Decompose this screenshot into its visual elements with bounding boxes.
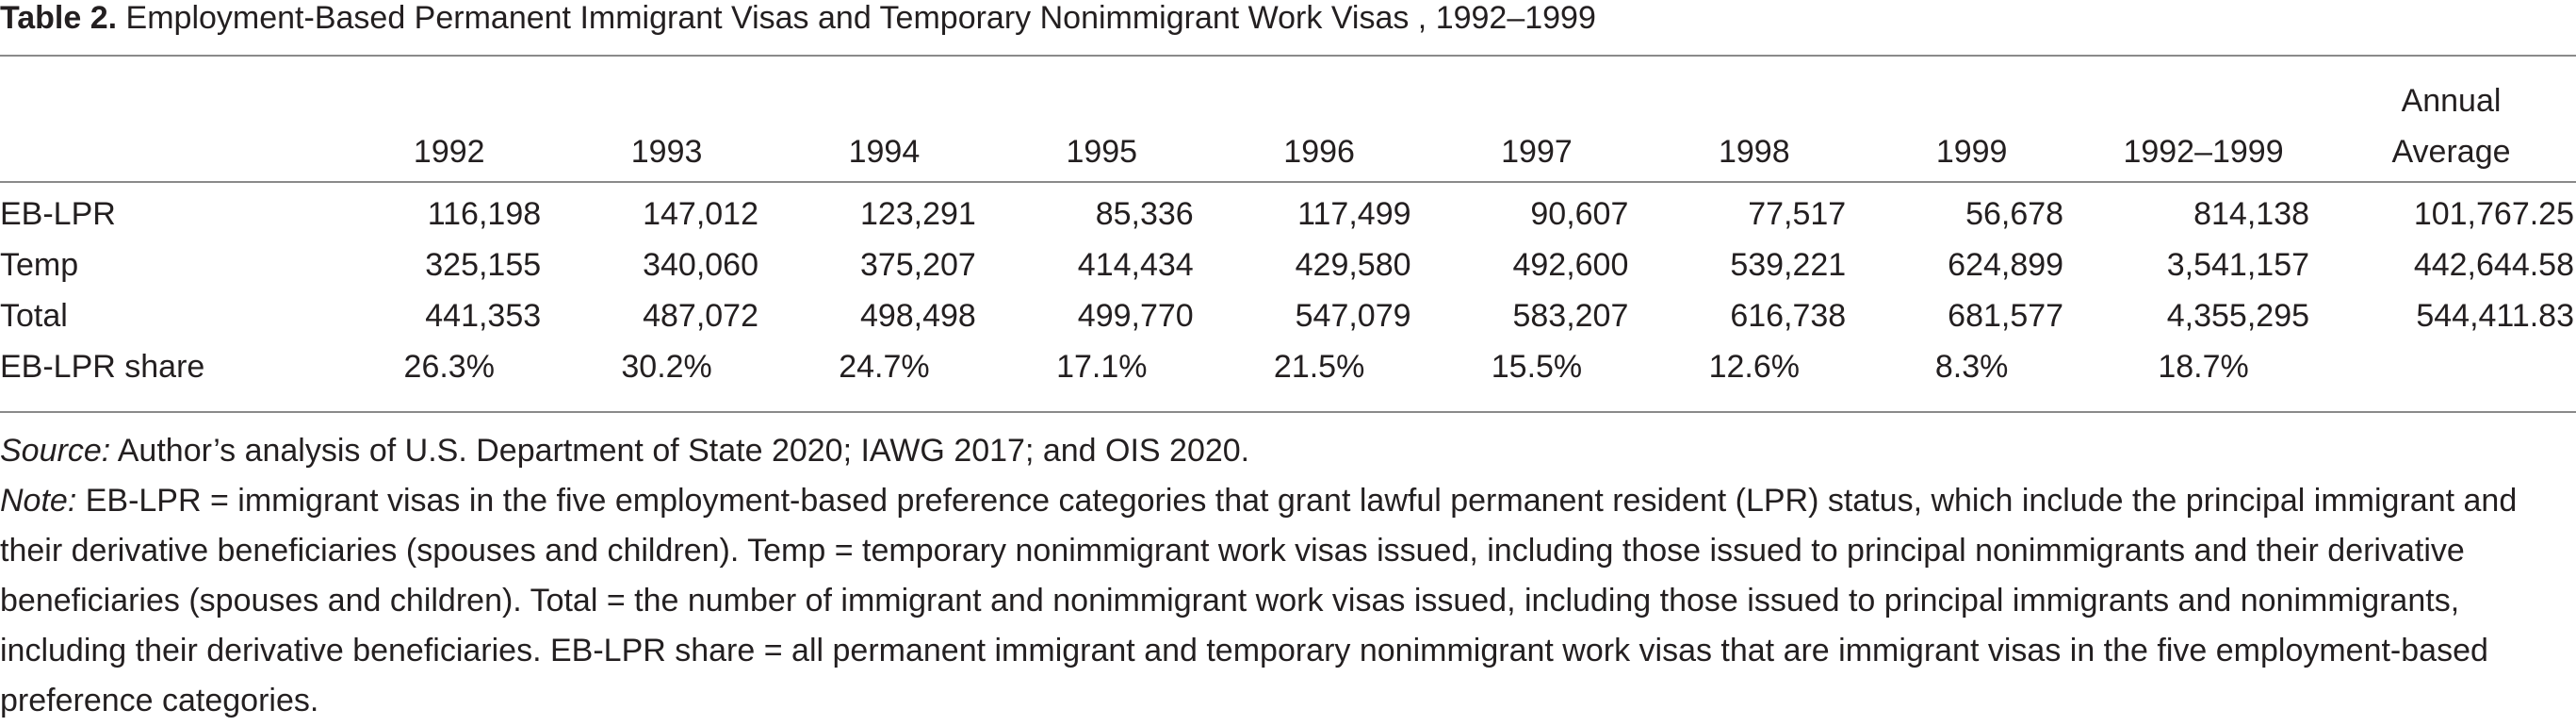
table-cell: 30.2% xyxy=(621,349,712,385)
table-cell: 681,577 xyxy=(1948,298,2064,334)
column-header-1993: 1993 xyxy=(630,134,703,170)
note-paragraph: Note: EB-LPR = immigrant visas in the fi… xyxy=(0,476,2576,726)
table-cell: 487,072 xyxy=(643,298,758,334)
table-cell: 544,411.83 xyxy=(2416,298,2574,334)
table-notes: Source: Author’s analysis of U.S. Depart… xyxy=(0,426,2576,726)
table-cell xyxy=(2326,341,2576,392)
note-text: EB-LPR = immigrant visas in the five emp… xyxy=(0,483,2518,718)
table-cell: 117,499 xyxy=(1297,196,1411,232)
table-number: Table 2. xyxy=(0,0,118,36)
table-row-temp: Temp 325,155 340,060 375,207 414,434 429… xyxy=(0,239,2576,290)
table-cell: 3,541,157 xyxy=(2166,247,2310,283)
header-rule xyxy=(0,181,2576,183)
column-header-1992: 1992 xyxy=(413,134,485,170)
table-cell: 116,198 xyxy=(427,196,542,232)
top-rule xyxy=(0,55,2576,57)
header-row: 1992 1993 1994 1995 1996 1997 1998 1999 … xyxy=(0,57,2576,181)
table-cell: 101,767.25 xyxy=(2413,196,2574,232)
table-cell: 8.3% xyxy=(1934,349,2009,385)
table-title: Table 2. Employment-Based Permanent Immi… xyxy=(0,0,1596,36)
spacer-row xyxy=(0,181,2576,189)
table-cell: 12.6% xyxy=(1708,349,1800,385)
table-row-eb-lpr: EB-LPR 116,198 147,012 123,291 85,336 11… xyxy=(0,189,2576,239)
table-cell: 17.1% xyxy=(1056,349,1148,385)
table-cell: 624,899 xyxy=(1948,247,2064,283)
table-cell: 18.7% xyxy=(2158,349,2249,385)
note-label: Note: xyxy=(0,483,77,519)
table-cell: 441,353 xyxy=(425,298,542,334)
table-cell: 325,155 xyxy=(425,247,542,283)
table-cell: 147,012 xyxy=(643,196,758,232)
table-cell: 583,207 xyxy=(1512,298,1629,334)
table-cell: 492,600 xyxy=(1512,247,1629,283)
table-cell: 90,607 xyxy=(1530,196,1629,232)
column-header-range: 1992–1999 xyxy=(2123,134,2284,170)
row-label: EB-LPR share xyxy=(0,349,205,385)
table-cell: 24.7% xyxy=(839,349,930,385)
table-cell: 77,517 xyxy=(1748,196,1847,232)
table-cell: 414,434 xyxy=(1077,247,1194,283)
bottom-rule xyxy=(0,411,2576,413)
column-header-label xyxy=(0,57,340,181)
source-line: Source: Author’s analysis of U.S. Depart… xyxy=(0,426,2576,476)
visa-table: 1992 1993 1994 1995 1996 1997 1998 1999 … xyxy=(0,57,2576,392)
column-header-annual-average: Annual Average xyxy=(2326,57,2576,181)
table-cell: 123,291 xyxy=(859,196,976,232)
table-cell: 814,138 xyxy=(2193,196,2310,232)
column-header-1999: 1999 xyxy=(1935,134,2008,170)
table-cell: 539,221 xyxy=(1730,247,1847,283)
table-cell: 375,207 xyxy=(859,247,976,283)
row-label: Total xyxy=(0,298,68,334)
column-header-1998: 1998 xyxy=(1718,134,1790,170)
annual-average-line1: Annual xyxy=(2401,83,2502,119)
table-cell: 21.5% xyxy=(1273,349,1365,385)
table-cell: 85,336 xyxy=(1095,196,1194,232)
table-cell: 15.5% xyxy=(1491,349,1583,385)
table-cell: 499,770 xyxy=(1077,298,1194,334)
table-cell: 547,079 xyxy=(1295,298,1411,334)
table-cell: 616,738 xyxy=(1730,298,1847,334)
table-cell: 26.3% xyxy=(403,349,495,385)
column-header-1996: 1996 xyxy=(1283,134,1355,170)
row-label: EB-LPR xyxy=(0,196,116,232)
table-cell: 4,355,295 xyxy=(2166,298,2310,334)
table-row-total: Total 441,353 487,072 498,498 499,770 54… xyxy=(0,290,2576,341)
table-caption: Employment-Based Permanent Immigrant Vis… xyxy=(125,0,1596,36)
row-label: Temp xyxy=(0,247,79,283)
column-header-1994: 1994 xyxy=(848,134,921,170)
source-label: Source: xyxy=(0,433,111,469)
annual-average-line2: Average xyxy=(2391,134,2511,170)
table-cell: 498,498 xyxy=(859,298,976,334)
table-cell: 442,644.58 xyxy=(2413,247,2574,283)
table-cell: 340,060 xyxy=(643,247,758,283)
column-header-1997: 1997 xyxy=(1501,134,1573,170)
table-row-eb-lpr-share: EB-LPR share 26.3% 30.2% 24.7% 17.1% 21.… xyxy=(0,341,2576,392)
table-cell: 429,580 xyxy=(1295,247,1411,283)
source-text: Author’s analysis of U.S. Department of … xyxy=(110,433,1250,469)
column-header-1995: 1995 xyxy=(1066,134,1138,170)
table-cell: 56,678 xyxy=(1965,196,2064,232)
